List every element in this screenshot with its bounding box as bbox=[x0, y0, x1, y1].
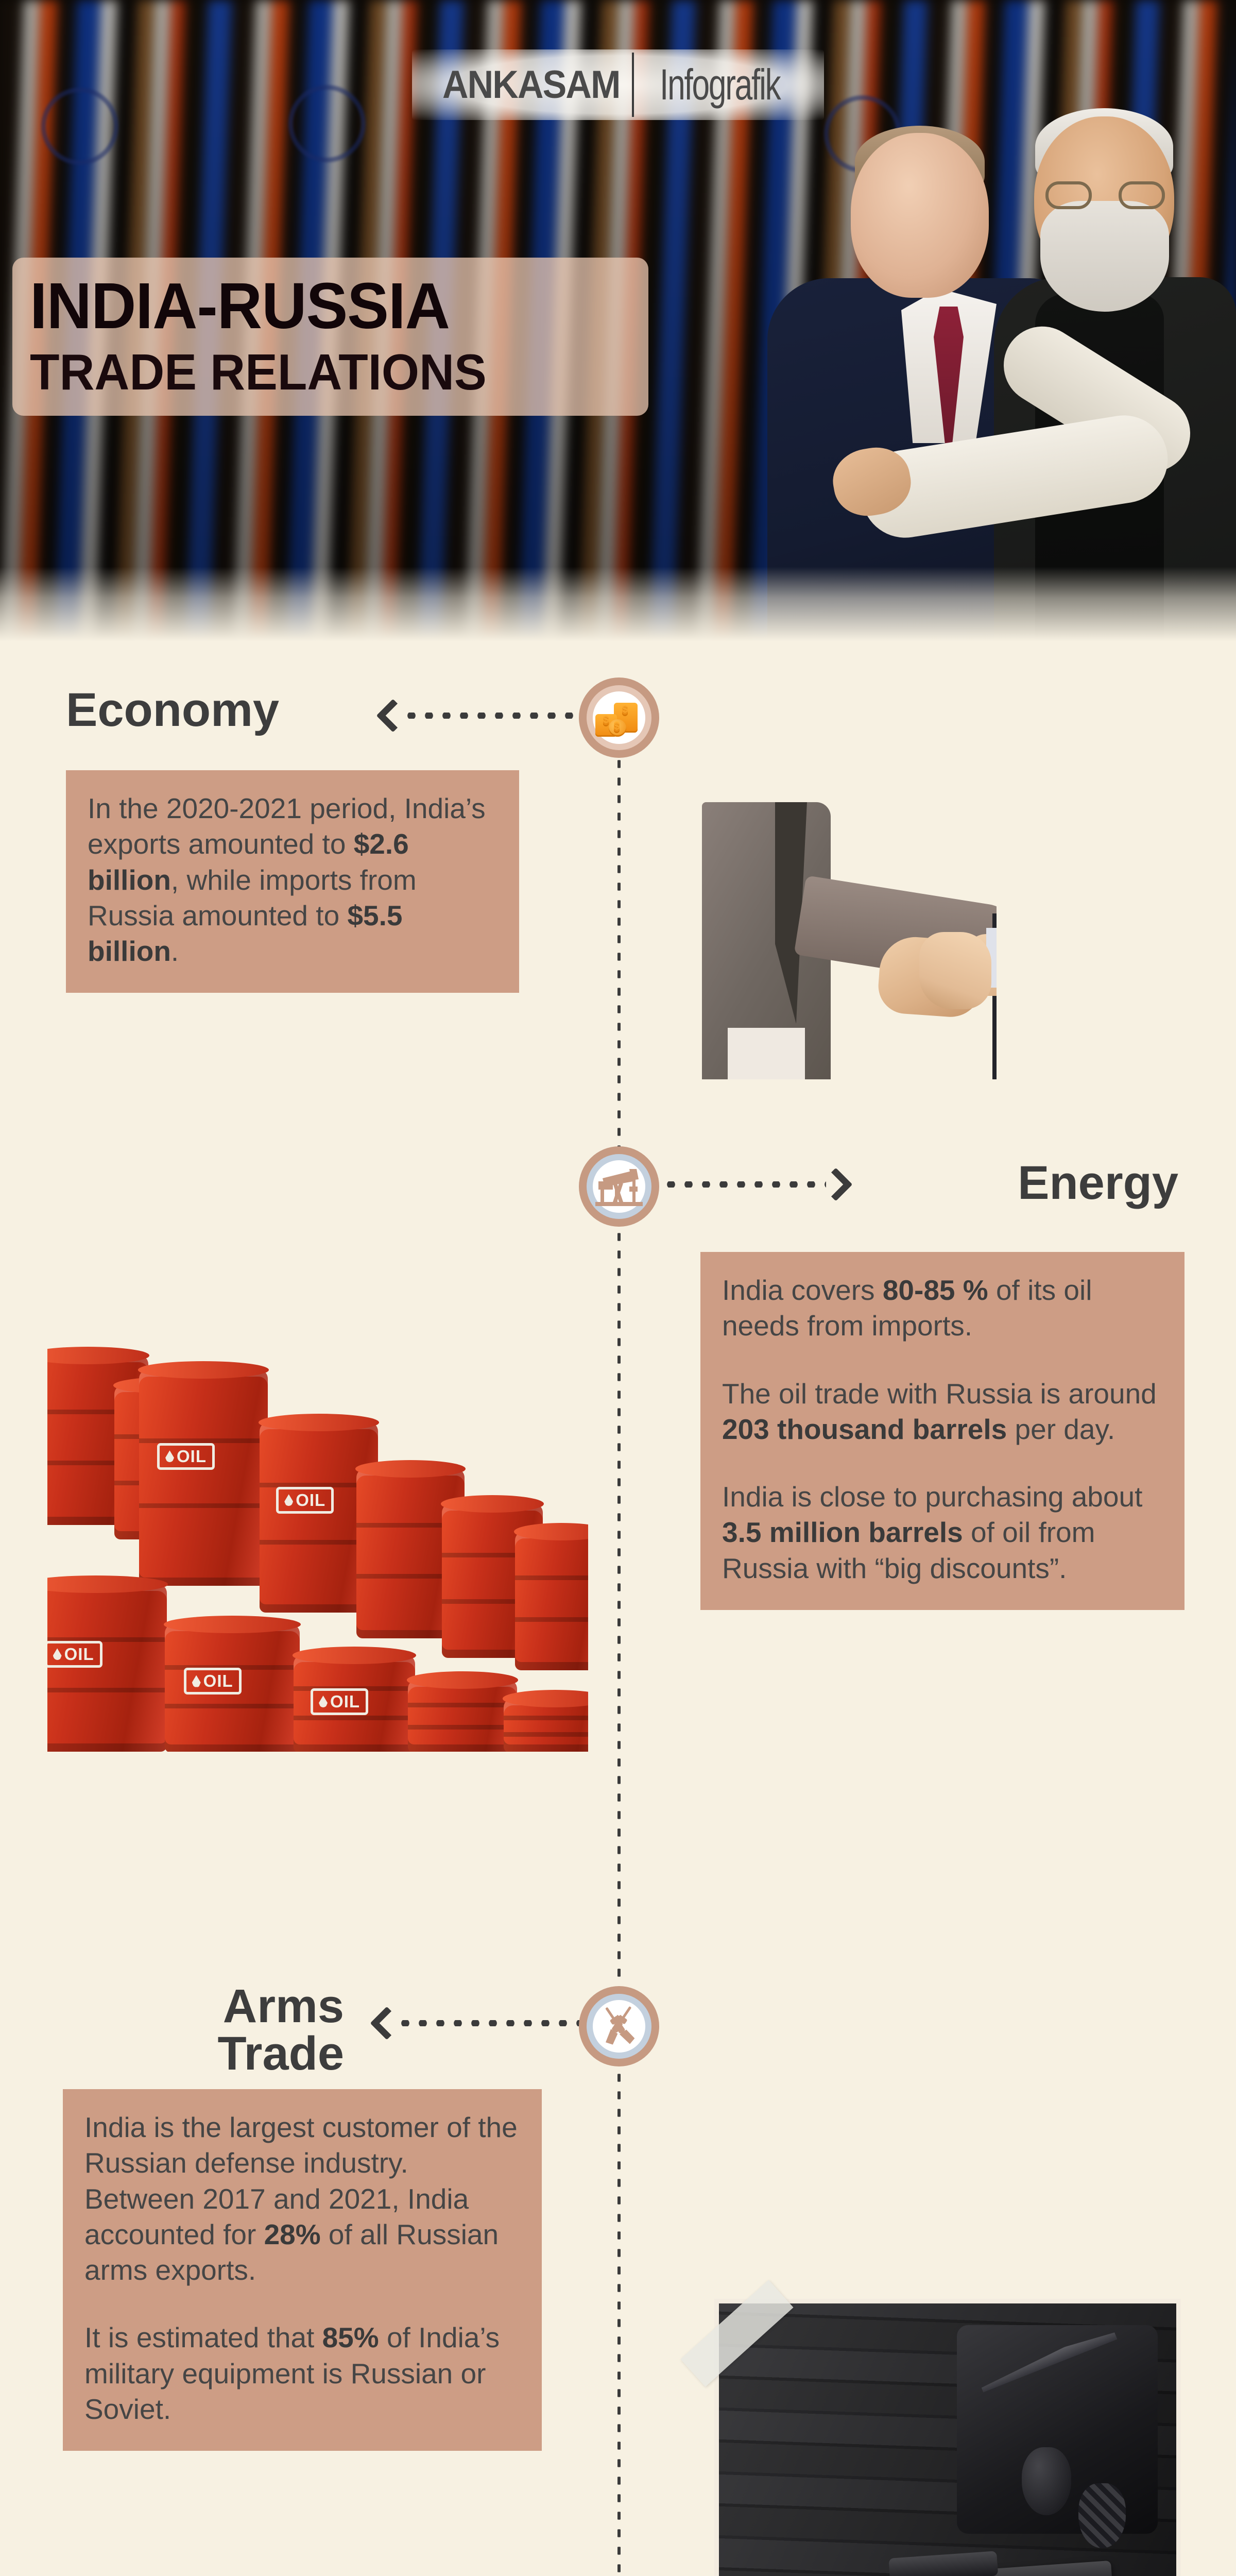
economy-exports-value: $2.6 billion bbox=[88, 828, 409, 896]
dotted-line bbox=[397, 2020, 586, 2026]
energy-paragraph-1: India covers 80-85 % of its oil needs fr… bbox=[722, 1274, 1092, 1342]
glasses-icon bbox=[1045, 181, 1165, 211]
arrow-head-right-icon bbox=[819, 1167, 853, 1201]
arrow-head-left-icon bbox=[370, 2006, 404, 2040]
card-arms-trade: India is the largest customer of the Rus… bbox=[63, 2089, 542, 2451]
handshake-photo bbox=[698, 786, 997, 1079]
oil-barrels-photo: OIL OIL OIL OIL OIL bbox=[47, 1340, 588, 1752]
planned-barrels-value: 3.5 million barrels bbox=[722, 1516, 963, 1549]
title-line-1: INDIA-RUSSIA bbox=[30, 269, 450, 342]
arrow-head-left-icon bbox=[376, 699, 410, 733]
barrel-label: OIL bbox=[276, 1486, 334, 1514]
logo-secondary-text: Infografik bbox=[660, 60, 781, 109]
connector-energy bbox=[662, 1167, 853, 1201]
energy-paragraph-3: India is close to purchasing about 3.5 m… bbox=[722, 1481, 1143, 1584]
modi-beard bbox=[1040, 201, 1169, 312]
timeline-node-arms bbox=[579, 1986, 659, 2066]
section-heading-arms-trade: Arms Trade bbox=[107, 1982, 344, 2077]
ankasam-infografik-logo: ANKASAM Infografik bbox=[412, 49, 824, 120]
logo-primary-text: ANKASAM bbox=[442, 63, 621, 107]
hero-fade bbox=[0, 567, 1236, 641]
title-line-2: TRADE RELATIONS bbox=[30, 343, 487, 400]
dotted-line bbox=[403, 713, 587, 719]
timeline-node-energy bbox=[579, 1146, 659, 1227]
weapons-photo bbox=[680, 2280, 1195, 2576]
oil-import-share-value: 80-85 % bbox=[882, 1274, 988, 1306]
section-heading-energy: Energy bbox=[1018, 1157, 1178, 1209]
arms-heading-line-2: Trade bbox=[217, 2027, 344, 2080]
soviet-equipment-share-value: 85% bbox=[322, 2321, 379, 2354]
oil-pump-icon bbox=[593, 1164, 645, 1210]
barrel-label: OIL bbox=[47, 1640, 102, 1668]
ashoka-chakra-icon bbox=[288, 85, 366, 162]
coin-stack-icon: $ $ $ bbox=[594, 699, 644, 737]
crossed-rifles-icon bbox=[593, 2001, 645, 2053]
section-heading-economy: Economy bbox=[66, 684, 280, 736]
connector-economy bbox=[376, 699, 587, 733]
barrel-label: OIL bbox=[183, 1668, 242, 1694]
arms-paragraph-2: It is estimated that 85% of India’s mili… bbox=[84, 2321, 500, 2426]
weapons-image bbox=[719, 2303, 1176, 2576]
barrel-label: OIL bbox=[157, 1443, 215, 1470]
barrel-label: OIL bbox=[311, 1688, 369, 1715]
arms-paragraph-1: India is the largest customer of the Rus… bbox=[84, 2111, 518, 2286]
ashoka-chakra-icon bbox=[41, 88, 118, 165]
energy-paragraph-2: The oil trade with Russia is around 203 … bbox=[722, 1377, 1157, 1445]
daily-barrels-value: 203 thousand barrels bbox=[722, 1413, 1007, 1445]
page-title: INDIA-RUSSIA TRADE RELATIONS bbox=[12, 258, 648, 416]
arms-heading-line-1: Arms bbox=[222, 1980, 344, 2032]
logo-divider bbox=[632, 53, 634, 117]
connector-arms bbox=[370, 2006, 586, 2040]
card-economy: In the 2020-2021 period, India’s exports… bbox=[66, 770, 519, 993]
timeline-node-economy: $ $ $ bbox=[579, 677, 659, 758]
timeline-spine bbox=[617, 685, 621, 2576]
putin-face bbox=[851, 133, 989, 298]
economy-paragraph: In the 2020-2021 period, India’s exports… bbox=[88, 792, 486, 968]
dotted-line bbox=[662, 1181, 826, 1188]
arms-export-share-value: 28% bbox=[264, 2218, 321, 2250]
economy-imports-value: $5.5 billion bbox=[88, 899, 403, 968]
card-energy: India covers 80-85 % of its oil needs fr… bbox=[700, 1252, 1184, 1611]
leaders-embrace bbox=[706, 72, 1236, 641]
